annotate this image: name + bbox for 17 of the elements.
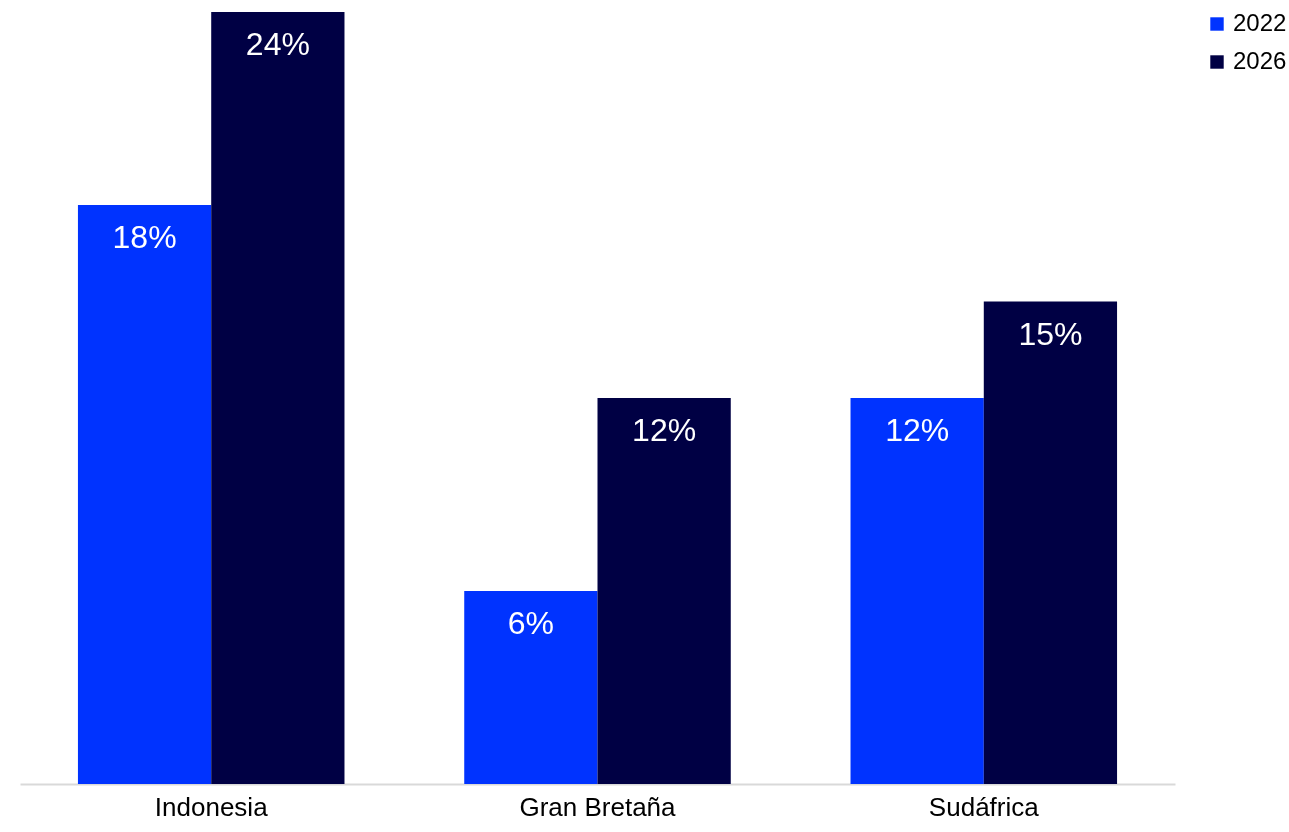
bar xyxy=(850,398,984,784)
bar xyxy=(983,301,1118,784)
data-label: 12% xyxy=(885,412,950,448)
data-label: 18% xyxy=(112,219,177,255)
data-label: 6% xyxy=(507,605,554,641)
legend-label: 2022 xyxy=(1233,9,1287,36)
data-label: 12% xyxy=(632,412,697,448)
x-tick-label: Indonesia xyxy=(154,791,269,822)
bar xyxy=(77,205,212,784)
legend-label: 2026 xyxy=(1233,47,1287,74)
x-tick-label: Sudáfrica xyxy=(928,791,1040,822)
data-label: 15% xyxy=(1018,315,1083,352)
bar xyxy=(597,398,731,784)
data-label: 24% xyxy=(245,26,310,62)
x-tick-label: Gran Bretaña xyxy=(519,791,677,822)
bar xyxy=(464,591,598,784)
bar xyxy=(211,12,345,784)
